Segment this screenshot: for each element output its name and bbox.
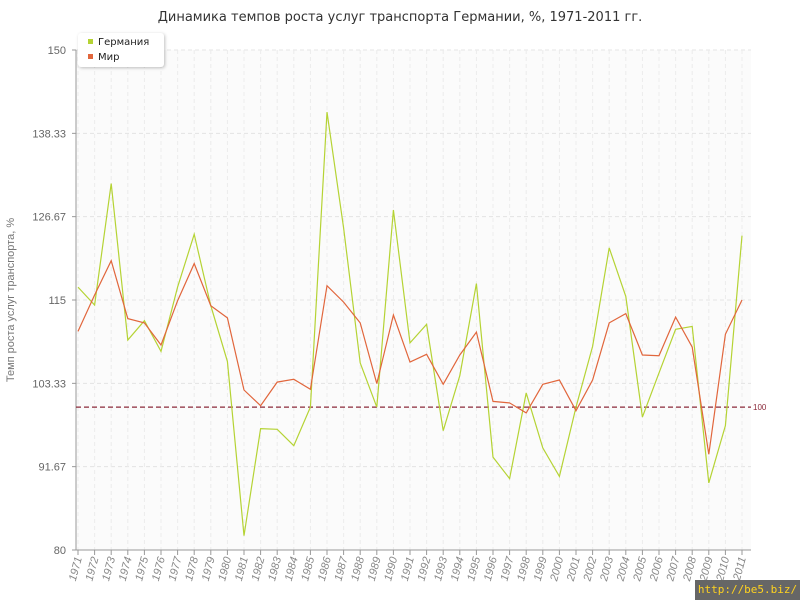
x-tick-label: 1995 <box>465 555 483 583</box>
watermark-link[interactable]: http://be5.biz/ <box>695 580 800 600</box>
legend-label-world: Мир <box>98 52 120 63</box>
legend-item-world[interactable]: Мир <box>88 51 119 65</box>
x-tick-label: 1978 <box>183 555 201 583</box>
x-tick-label: 2004 <box>615 556 633 584</box>
y-tick-label: 115 <box>48 295 66 307</box>
x-tick-label: 1994 <box>449 556 467 583</box>
x-tick-label: 1982 <box>250 556 268 583</box>
y-tick-label: 91.67 <box>38 462 66 474</box>
x-tick-label: 1979 <box>200 556 218 583</box>
legend-swatch-germany <box>88 39 93 44</box>
y-tick-label: 126.67 <box>32 212 66 224</box>
x-tick-label: 2007 <box>664 555 682 584</box>
x-tick-label: 2000 <box>548 555 566 584</box>
x-tick-label: 1991 <box>399 556 417 583</box>
y-axis-label: Темп роста услуг транспорта, % <box>5 218 17 382</box>
x-tick-label: 1996 <box>482 555 500 583</box>
series-line-world[interactable] <box>77 259 743 455</box>
x-tick-label: 1987 <box>333 555 351 583</box>
x-tick-label: 1976 <box>150 555 168 583</box>
y-tick-label: 138.33 <box>32 128 66 140</box>
x-tick-label: 2003 <box>598 555 616 584</box>
y-tick-label: 103.33 <box>32 378 66 390</box>
x-tick-label: 1999 <box>532 556 550 583</box>
x-tick-label: 1972 <box>84 556 102 583</box>
x-tick-label: 1981 <box>233 556 251 583</box>
x-tick-label: 2002 <box>581 556 599 584</box>
legend-label-germany: Германия <box>98 37 150 48</box>
x-tick-label: 1998 <box>515 555 533 583</box>
chart-title: Динамика темпов роста услуг транспорта Г… <box>157 10 643 25</box>
x-tick-label: 2005 <box>631 555 649 584</box>
legend-swatch-world <box>88 54 93 59</box>
x-tick-label: 2011 <box>731 556 749 583</box>
x-tick-label: 2006 <box>648 555 666 584</box>
x-tick-label: 1993 <box>432 555 450 583</box>
x-tick-label: 1986 <box>316 555 334 583</box>
x-tick-label: 1980 <box>216 555 234 583</box>
series-line-germany[interactable] <box>77 112 743 536</box>
y-tick-label: 80 <box>54 545 66 557</box>
x-tick-label: 1988 <box>349 555 367 583</box>
chart-legend: Германия Мир <box>78 33 164 67</box>
x-tick-label: 1973 <box>100 555 118 583</box>
x-tick-label: 1990 <box>382 555 400 583</box>
x-tick-label: 1992 <box>416 556 434 583</box>
x-tick-label: 1977 <box>167 555 185 583</box>
x-tick-label: 1985 <box>299 555 317 583</box>
reference-line-label: 100 <box>753 403 767 412</box>
x-tick-label: 1971 <box>67 556 85 583</box>
legend-item-germany[interactable]: Германия <box>88 36 149 50</box>
x-tick-label: 1975 <box>133 555 151 583</box>
x-tick-label: 2001 <box>565 556 583 584</box>
x-tick-label: 1983 <box>266 555 284 583</box>
x-tick-label: 1997 <box>499 555 517 583</box>
x-tick-label: 1984 <box>283 556 301 583</box>
x-tick-label: 1989 <box>366 556 384 583</box>
y-tick-label: 150 <box>48 45 66 57</box>
x-tick-label: 1974 <box>117 556 135 583</box>
